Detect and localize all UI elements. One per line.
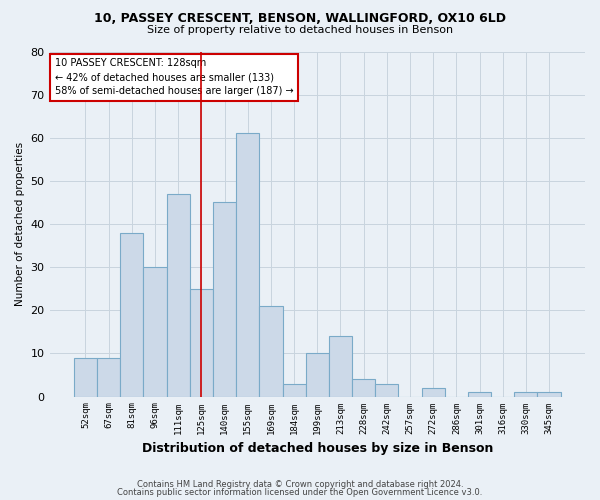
Bar <box>329 336 352 396</box>
Bar <box>468 392 491 396</box>
Text: 10 PASSEY CRESCENT: 128sqm
← 42% of detached houses are smaller (133)
58% of sem: 10 PASSEY CRESCENT: 128sqm ← 42% of deta… <box>55 58 293 96</box>
Bar <box>514 392 538 396</box>
Y-axis label: Number of detached properties: Number of detached properties <box>15 142 25 306</box>
Bar <box>143 267 167 396</box>
Bar <box>259 306 283 396</box>
X-axis label: Distribution of detached houses by size in Benson: Distribution of detached houses by size … <box>142 442 493 455</box>
Bar <box>422 388 445 396</box>
Text: 10, PASSEY CRESCENT, BENSON, WALLINGFORD, OX10 6LD: 10, PASSEY CRESCENT, BENSON, WALLINGFORD… <box>94 12 506 26</box>
Bar <box>352 380 375 396</box>
Bar <box>167 194 190 396</box>
Text: Size of property relative to detached houses in Benson: Size of property relative to detached ho… <box>147 25 453 35</box>
Bar <box>283 384 305 396</box>
Bar <box>305 354 329 397</box>
Text: Contains public sector information licensed under the Open Government Licence v3: Contains public sector information licen… <box>118 488 482 497</box>
Bar <box>538 392 560 396</box>
Bar <box>97 358 120 397</box>
Bar <box>236 134 259 396</box>
Bar <box>375 384 398 396</box>
Bar <box>120 232 143 396</box>
Text: Contains HM Land Registry data © Crown copyright and database right 2024.: Contains HM Land Registry data © Crown c… <box>137 480 463 489</box>
Bar <box>74 358 97 397</box>
Bar <box>213 202 236 396</box>
Bar <box>190 288 213 397</box>
